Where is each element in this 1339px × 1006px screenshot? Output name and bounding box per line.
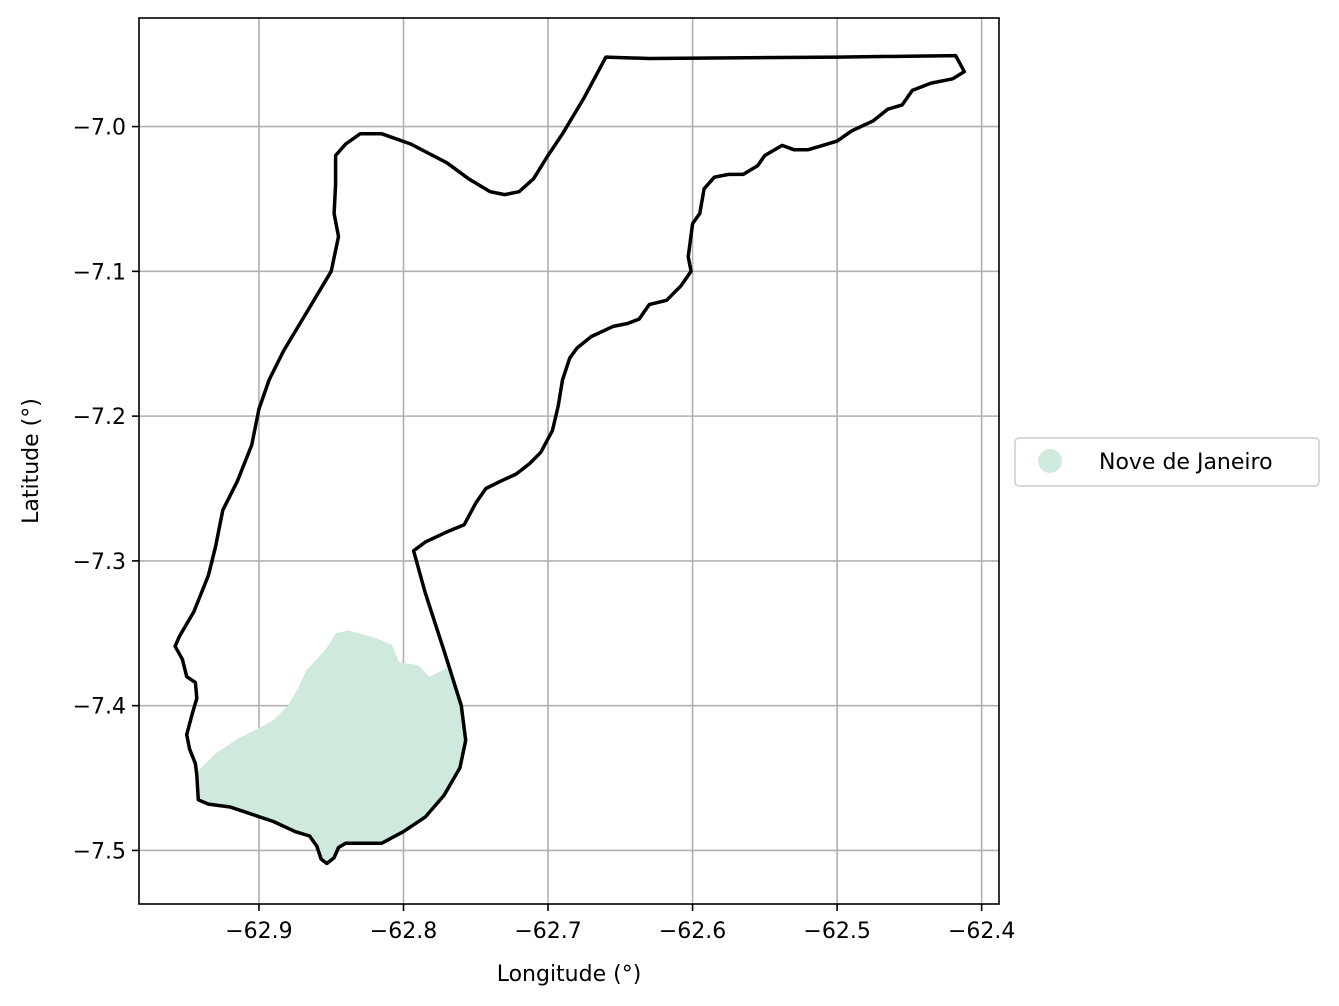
axes-frame: [138, 17, 1000, 905]
x-tick-label: −62.4: [948, 919, 1015, 944]
legend-label-nove-de-janeiro: Nove de Janeiro: [1099, 450, 1273, 475]
x-axis-ticks: −62.9 −62.8 −62.7 −62.6 −62.5 −62.4: [225, 904, 1015, 944]
y-tick-label: −7.5: [73, 839, 126, 864]
x-tick-label: −62.7: [514, 919, 581, 944]
y-tick-label: −7.1: [73, 260, 126, 285]
y-tick-label: −7.3: [73, 550, 126, 575]
plot-area: [138, 17, 1000, 905]
y-tick-label: −7.2: [73, 405, 126, 430]
region-nove-de-janeiro[interactable]: [196, 630, 466, 864]
y-tick-label: −7.0: [73, 116, 126, 141]
y-axis-ticks: −7.0 −7.1 −7.2 −7.3 −7.4 −7.5: [73, 116, 139, 864]
legend-marker-nove-de-janeiro: [1038, 449, 1062, 473]
y-tick-label: −7.4: [73, 695, 126, 720]
x-tick-label: −62.9: [225, 919, 292, 944]
x-tick-label: −62.6: [659, 919, 726, 944]
x-tick-label: −62.8: [370, 919, 437, 944]
legend: Nove de Janeiro: [1014, 437, 1320, 487]
map-layers: [173, 53, 967, 866]
municipality-boundary: [173, 53, 967, 866]
legend-box: [1014, 437, 1320, 487]
x-axis-label: Longitude (°): [497, 962, 642, 987]
grid: [139, 18, 999, 904]
x-tick-label: −62.5: [803, 919, 870, 944]
y-axis-label: Latitude (°): [19, 398, 44, 524]
